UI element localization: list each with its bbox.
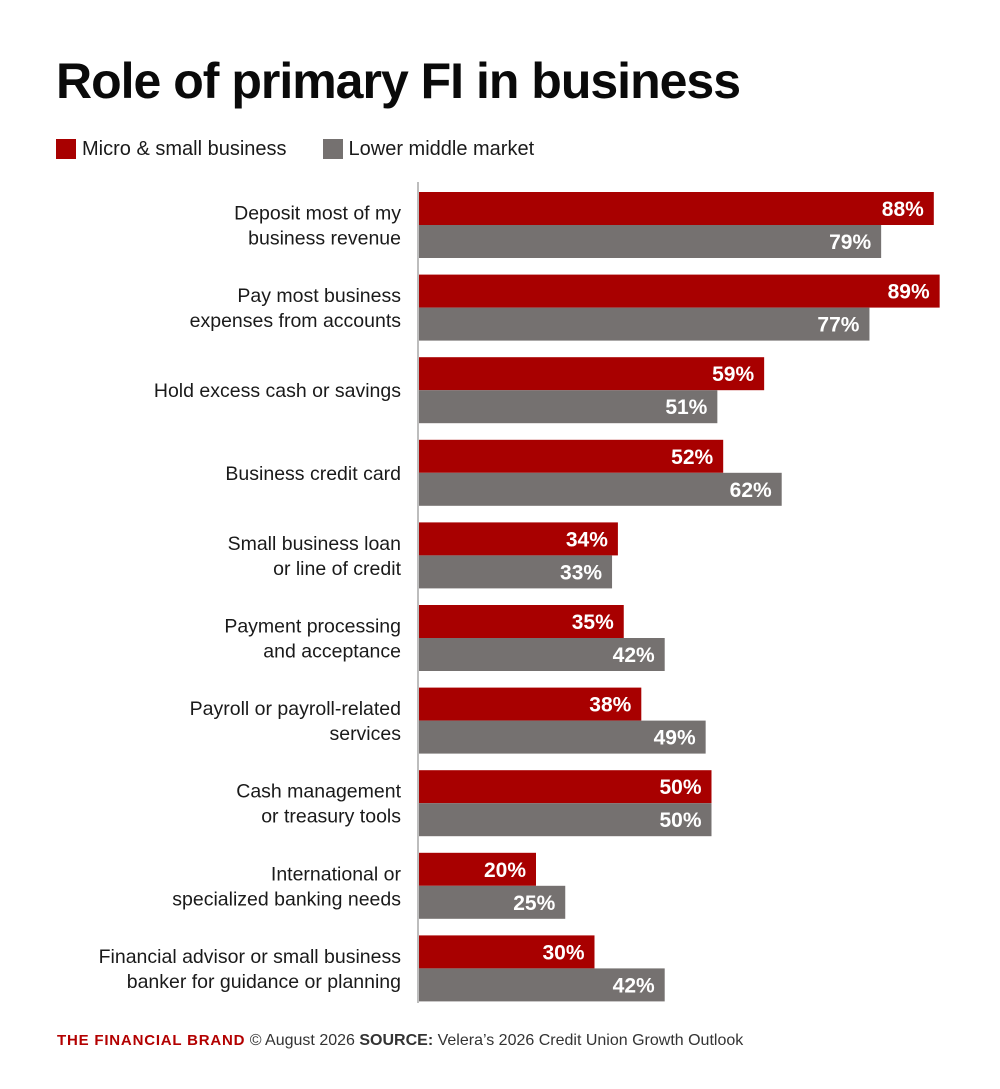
- category-label-7-line-1: or treasury tools: [261, 806, 401, 828]
- data-label-micro-small-business-9: 30%: [542, 941, 584, 964]
- footer-date: © August 2026: [249, 1032, 355, 1049]
- data-label-lower-middle-market-8: 25%: [513, 892, 555, 915]
- footer-brand: THE FINANCIAL BRAND: [57, 1032, 246, 1049]
- bar-lower-middle-market-7: [419, 803, 712, 837]
- bar-micro-small-business-4: [419, 522, 618, 556]
- category-label-0-line-0: Deposit most of my: [234, 203, 401, 225]
- bar-lower-middle-market-1: [419, 307, 870, 341]
- category-label-4-line-0: Small business loan: [228, 533, 401, 555]
- bar-lower-middle-market-0: [419, 225, 882, 258]
- bar-lower-middle-market-9: [419, 968, 665, 1002]
- data-label-micro-small-business-0: 88%: [882, 198, 924, 221]
- data-label-micro-small-business-6: 38%: [589, 694, 631, 717]
- category-label-1-line-1: expenses from accounts: [190, 310, 402, 332]
- footer: THE FINANCIAL BRAND © August 2026 SOURCE…: [57, 1032, 743, 1050]
- data-label-lower-middle-market-6: 49%: [654, 727, 696, 750]
- legend: Micro & small business Lower middle mark…: [56, 137, 570, 161]
- legend-label-micro-small-business: Micro & small business: [82, 137, 287, 160]
- footer-source-label: SOURCE:: [359, 1032, 434, 1049]
- footer-source-text: Velera’s 2026 Credit Union Growth Outloo…: [437, 1032, 744, 1049]
- bar-micro-small-business-1: [419, 274, 940, 308]
- category-label-8-line-1: specialized banking needs: [172, 888, 401, 910]
- legend-item-lower-middle-market: Lower middle market: [322, 137, 535, 161]
- bar-lower-middle-market-8: [419, 885, 566, 919]
- data-label-lower-middle-market-7: 50%: [659, 809, 701, 832]
- data-label-micro-small-business-8: 20%: [484, 859, 526, 882]
- category-label-0-line-1: business revenue: [248, 228, 401, 250]
- bar-micro-small-business-5: [419, 605, 624, 638]
- legend-label-lower-middle-market: Lower middle market: [348, 137, 535, 160]
- bar-lower-middle-market-3: [419, 472, 782, 506]
- data-label-lower-middle-market-4: 33%: [560, 561, 602, 584]
- data-label-lower-middle-market-0: 79%: [829, 231, 871, 254]
- category-label-7-line-0: Cash management: [236, 781, 401, 803]
- data-label-lower-middle-market-3: 62%: [730, 479, 772, 502]
- data-label-lower-middle-market-9: 42%: [613, 974, 655, 997]
- bar-lower-middle-market-6: [419, 720, 706, 754]
- bar-micro-small-business-9: [419, 935, 595, 969]
- bar-micro-small-business-8: [419, 852, 536, 886]
- category-label-5-line-1: and acceptance: [263, 641, 401, 663]
- data-label-lower-middle-market-5: 42%: [613, 644, 655, 667]
- bar-lower-middle-market-2: [419, 390, 718, 424]
- bar-micro-small-business-2: [419, 357, 765, 391]
- data-label-lower-middle-market-1: 77%: [817, 314, 859, 337]
- data-label-micro-small-business-2: 59%: [712, 363, 754, 386]
- category-label-9-line-1: banker for guidance or planning: [127, 971, 401, 993]
- chart-title: Role of primary FI in business: [56, 53, 741, 109]
- legend-swatch-micro-small-business: [56, 139, 76, 159]
- category-label-5-line-0: Payment processing: [224, 616, 401, 638]
- category-label-2-line-0: Hold excess cash or savings: [154, 380, 401, 402]
- bar-micro-small-business-6: [419, 687, 642, 721]
- category-label-6-line-1: services: [329, 723, 401, 745]
- category-label-8-line-0: International or: [271, 863, 402, 885]
- data-label-micro-small-business-7: 50%: [659, 776, 701, 799]
- bar-lower-middle-market-4: [419, 555, 613, 589]
- data-label-micro-small-business-1: 89%: [888, 281, 930, 304]
- bar-lower-middle-market-5: [419, 638, 665, 671]
- category-label-3-line-0: Business credit card: [225, 463, 401, 485]
- category-label-1-line-0: Pay most business: [237, 285, 401, 307]
- data-label-micro-small-business-4: 34%: [566, 528, 608, 551]
- bar-micro-small-business-3: [419, 439, 724, 473]
- data-label-micro-small-business-5: 35%: [572, 611, 614, 634]
- data-label-micro-small-business-3: 52%: [671, 446, 713, 469]
- category-label-6-line-0: Payroll or payroll-related: [190, 698, 401, 720]
- category-label-4-line-1: or line of credit: [273, 558, 401, 580]
- data-label-lower-middle-market-2: 51%: [665, 396, 707, 419]
- bar-micro-small-business-0: [419, 192, 934, 225]
- bar-micro-small-business-7: [419, 770, 712, 804]
- legend-swatch-lower-middle-market: [322, 139, 343, 159]
- category-label-9-line-0: Financial advisor or small business: [99, 946, 402, 968]
- legend-item-micro-small-business: Micro & small business: [56, 138, 287, 161]
